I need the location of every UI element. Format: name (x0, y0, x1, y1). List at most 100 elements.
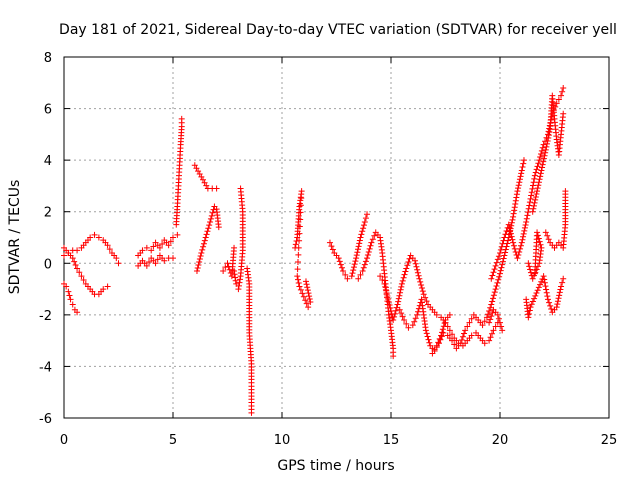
data-point (390, 353, 397, 360)
data-point (520, 233, 527, 240)
data-point (409, 322, 416, 329)
data-point (235, 286, 242, 293)
data-point (540, 158, 547, 165)
data-point (237, 276, 244, 283)
data-point (337, 261, 344, 268)
data-point (429, 350, 436, 357)
data-point (511, 245, 518, 252)
data-point (540, 273, 547, 280)
data-point (441, 320, 448, 327)
data-point (497, 267, 504, 274)
data-point (554, 301, 561, 308)
data-point (174, 231, 181, 238)
data-point (510, 213, 517, 220)
data-point (414, 269, 421, 276)
data-point (152, 260, 159, 267)
data-point (466, 319, 473, 326)
data-point (537, 150, 544, 157)
data-point (297, 286, 304, 293)
data-point (516, 248, 523, 255)
data-point (542, 229, 549, 236)
data-point (352, 258, 359, 265)
data-point (306, 293, 313, 300)
data-point (544, 232, 551, 239)
data-point (390, 317, 397, 324)
data-point (143, 244, 150, 251)
data-point (517, 245, 524, 252)
data-point (362, 215, 369, 222)
chart-title: Day 181 of 2021, Sidereal Day-to-day VTE… (59, 22, 617, 38)
data-point (481, 318, 488, 325)
data-point (426, 339, 433, 346)
data-point (294, 266, 301, 273)
data-point (396, 292, 403, 299)
data-point (350, 264, 357, 271)
data-point (540, 155, 547, 162)
data-point (207, 215, 214, 222)
data-point (294, 273, 301, 280)
data-point (440, 323, 447, 330)
data-point (355, 275, 362, 282)
data-point (498, 264, 505, 271)
data-point (541, 152, 548, 159)
data-point (497, 270, 503, 277)
data-point (382, 283, 389, 290)
data-point (531, 199, 538, 206)
data-point (104, 283, 111, 290)
x-tick-label: 20 (492, 433, 509, 448)
y-tick-label: 8 (44, 51, 52, 66)
data-point (554, 298, 561, 305)
data-point (512, 200, 519, 207)
data-point (513, 191, 520, 198)
x-tick-label: 5 (169, 433, 177, 448)
data-point (543, 143, 550, 150)
data-point (523, 215, 530, 222)
data-point (494, 279, 501, 286)
data-point (449, 331, 456, 338)
data-point (495, 276, 502, 283)
data-point (520, 157, 527, 164)
data-point (502, 231, 509, 238)
data-point (106, 246, 113, 253)
data-point (156, 244, 163, 251)
data-point (544, 296, 551, 303)
data-point (481, 340, 488, 347)
data-point (497, 319, 503, 326)
data-point (69, 301, 76, 308)
data-point (364, 211, 371, 218)
data-point (553, 304, 560, 311)
data-point (516, 179, 523, 186)
data-point (505, 221, 512, 228)
data-point (510, 210, 517, 217)
data-point (537, 173, 544, 180)
data-points (61, 84, 569, 416)
data-point (523, 219, 530, 226)
data-point (208, 212, 215, 219)
data-point (489, 330, 496, 337)
data-point (386, 301, 393, 308)
data-point (401, 271, 408, 278)
data-point (69, 255, 76, 262)
data-point (508, 233, 515, 240)
data-point (295, 251, 302, 258)
data-point (530, 205, 537, 212)
data-point (222, 264, 229, 271)
data-point (558, 92, 565, 99)
data-point (528, 192, 535, 199)
data-point (423, 330, 430, 337)
data-point (497, 249, 503, 256)
data-point (531, 172, 538, 179)
data-point (539, 164, 546, 171)
data-point (532, 196, 539, 203)
data-point (489, 298, 496, 305)
data-point (148, 247, 155, 254)
data-point (139, 247, 146, 254)
data-point (500, 255, 507, 262)
data-point (533, 191, 540, 198)
data-point (403, 265, 410, 272)
data-point (397, 289, 404, 296)
data-point (539, 161, 546, 168)
data-point (395, 295, 402, 302)
data-point (493, 259, 500, 266)
data-point (515, 185, 522, 192)
